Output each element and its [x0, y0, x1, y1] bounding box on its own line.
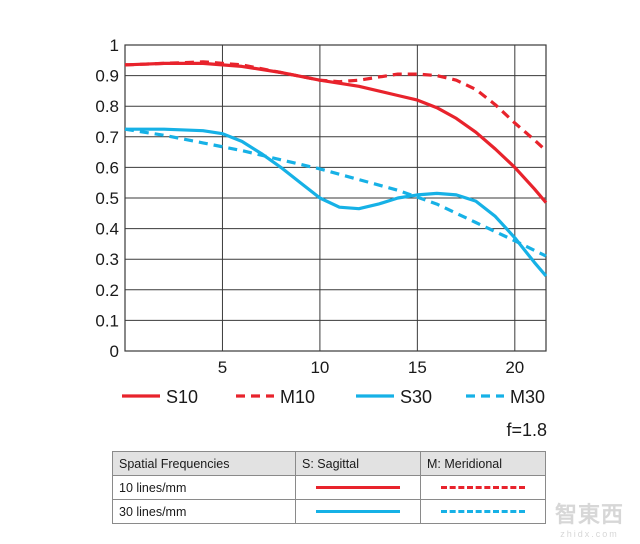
y-tick-label: 0.9	[95, 67, 119, 86]
y-tick-label: 0.8	[95, 97, 119, 116]
spatial-frequency-key-table: Spatial Frequencies S: Sagittal M: Merid…	[112, 451, 546, 524]
x-tick-label: 15	[408, 358, 427, 377]
key-table-row-10: 10 lines/mm	[112, 475, 546, 500]
y-tick-label: 0.7	[95, 128, 119, 147]
y-tick-label: 0.5	[95, 189, 119, 208]
series-line-m10	[124, 60, 548, 152]
x-tick-label: 5	[218, 358, 227, 377]
dashed-blue-line-icon	[441, 510, 525, 513]
key-table-header-row: Spatial Frequencies S: Sagittal M: Merid…	[112, 451, 546, 476]
legend-label-s10: S10	[166, 387, 198, 407]
legend: S10 M10 S30 M30	[122, 387, 545, 407]
watermark-text: 智東西	[554, 502, 624, 527]
solid-red-line-icon	[316, 486, 400, 489]
y-tick-label: 0.3	[95, 250, 119, 269]
series-line-s30	[125, 127, 548, 278]
watermark-subtext: zhidx.com	[560, 529, 619, 539]
aperture-label: f=1.8	[506, 420, 547, 440]
y-tick-label: 0.1	[95, 311, 119, 330]
row-label-10-lines: 10 lines/mm	[112, 475, 296, 500]
y-tick-label: 0.4	[95, 220, 119, 239]
dashed-red-line-icon	[441, 486, 525, 489]
x-tick-label: 10	[310, 358, 329, 377]
row-label-30-lines: 30 lines/mm	[112, 499, 296, 524]
x-tick-label: 20	[505, 358, 524, 377]
swatch-meridional-30	[420, 499, 546, 524]
series-line-s10	[124, 61, 548, 204]
series-line-m30	[124, 127, 547, 258]
swatch-sagittal-30	[295, 499, 421, 524]
header-spatial-frequencies: Spatial Frequencies	[112, 451, 296, 476]
swatch-sagittal-10	[295, 475, 421, 500]
y-tick-label: 0	[110, 342, 119, 361]
y-tick-label: 0.2	[95, 281, 119, 300]
legend-label-s30: S30	[400, 387, 432, 407]
series-lines	[124, 60, 548, 278]
swatch-meridional-10	[420, 475, 546, 500]
key-table-row-30: 30 lines/mm	[112, 499, 546, 524]
legend-label-m10: M10	[280, 387, 315, 407]
solid-blue-line-icon	[316, 510, 400, 513]
axes: 00.10.20.30.40.50.60.70.80.915 10 15 20	[95, 36, 547, 377]
plot-frame	[124, 44, 547, 352]
watermark-logo: 智東西 zhidx.com	[555, 497, 624, 539]
grid	[125, 45, 546, 351]
header-meridional: M: Meridional	[420, 451, 546, 476]
header-sagittal: S: Sagittal	[295, 451, 421, 476]
y-tick-label: 1	[110, 36, 119, 55]
legend-label-m30: M30	[510, 387, 545, 407]
y-tick-label: 0.6	[95, 158, 119, 177]
mtf-chart: 00.10.20.30.40.50.60.70.80.915 10 15 20 S10…	[95, 36, 548, 407]
